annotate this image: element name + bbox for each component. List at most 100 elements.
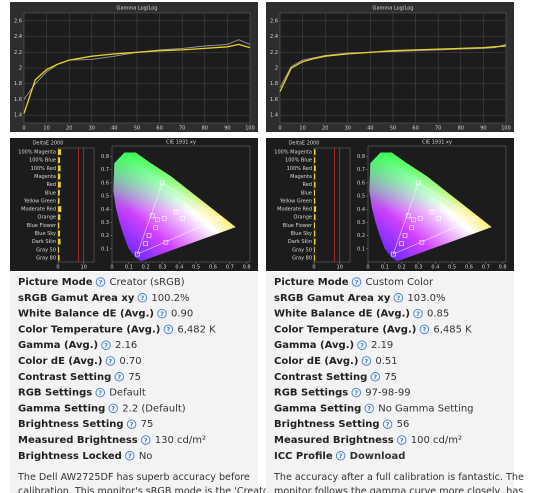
- help-icon[interactable]: [382, 419, 393, 429]
- help-icon[interactable]: [126, 419, 137, 429]
- cie-target: [155, 217, 160, 223]
- help-icon[interactable]: [141, 435, 151, 445]
- delta-label: Blue Flower: [283, 223, 313, 229]
- spec-value: 75: [128, 372, 141, 383]
- x-tick-label: 0.5: [448, 265, 456, 271]
- delta-bar: [314, 206, 317, 212]
- cie-target: [461, 216, 467, 221]
- y-tick-label: 0.2: [101, 233, 109, 239]
- help-icon[interactable]: [419, 324, 430, 335]
- y-tick-label: 2.4: [14, 34, 22, 40]
- spec-value: Default: [109, 388, 146, 399]
- srgb-triangle: [136, 182, 221, 255]
- y-tick-label: 0.8: [357, 154, 365, 160]
- spec-value: 0.85: [427, 309, 449, 320]
- y-tick-label: 1.6: [270, 97, 278, 103]
- help-icon-mark: ?: [140, 294, 144, 302]
- help-icon[interactable]: [364, 403, 375, 414]
- cie-target: [173, 209, 179, 215]
- x-tick-label: 50: [390, 126, 396, 132]
- spec-value: 100 cd/m²: [411, 435, 462, 446]
- delta-bar: [58, 198, 60, 204]
- help-icon[interactable]: [397, 435, 407, 445]
- y-tick-label: 2.2: [14, 50, 22, 56]
- delta-bar: [314, 222, 316, 229]
- spec-label: Gamma Setting: [18, 403, 105, 414]
- x-tick-label: 0: [366, 265, 369, 271]
- help-icon[interactable]: [95, 277, 106, 287]
- y-tick-label: 1.6: [14, 97, 22, 103]
- y-tick-label: 0.5: [101, 194, 109, 200]
- cie-target: [160, 180, 165, 186]
- spec-label: ICC Profile: [274, 451, 333, 462]
- help-icon[interactable]: [351, 387, 361, 398]
- y-tick-label: 0.3: [357, 220, 365, 226]
- help-icon-mark: ?: [365, 357, 369, 365]
- x-tick-label: 0: [22, 126, 25, 132]
- help-icon-mark: ?: [160, 310, 164, 318]
- y-tick-label: 2.4: [270, 34, 278, 40]
- delta-label: Blue Sky: [34, 231, 56, 237]
- delta-label: Orange: [294, 215, 312, 221]
- help-icon[interactable]: [114, 372, 125, 382]
- y-tick-label: 1.4: [14, 113, 22, 119]
- x-tick-label: 0.8: [499, 265, 507, 271]
- spec-value: 2.16: [115, 340, 137, 351]
- y-tick-label: 0.7: [357, 167, 365, 173]
- cie-target: [441, 205, 447, 211]
- spec-value: 100.2%: [151, 293, 189, 304]
- y-tick-label: 1.8: [270, 81, 278, 87]
- delta-title: DeltaE 2000: [33, 141, 64, 147]
- help-icon-mark: ?: [99, 278, 103, 286]
- help-icon[interactable]: [157, 308, 167, 319]
- help-icon[interactable]: [95, 387, 105, 398]
- help-icon[interactable]: [163, 324, 174, 335]
- delta-label: Magenta: [290, 174, 312, 180]
- x-tick-label: 0.2: [398, 265, 406, 271]
- cie-target: [473, 216, 479, 221]
- y-tick-label: 0.1: [357, 246, 365, 252]
- cie-horseshoe-green: [113, 152, 236, 262]
- x-tick-label: 0.7: [226, 265, 234, 271]
- cie-target: [390, 251, 396, 257]
- help-icon[interactable]: [351, 277, 362, 287]
- help-icon[interactable]: [335, 451, 346, 461]
- delta-label: Blue Flower: [27, 223, 57, 229]
- x-tick-label: 0.4: [431, 265, 439, 271]
- x-tick-label: 10: [337, 265, 343, 271]
- gamma-title: Gamma Log/Log: [117, 6, 158, 12]
- delta-plot-area: [313, 147, 351, 263]
- delta-bar: [58, 255, 60, 261]
- help-icon[interactable]: [357, 340, 367, 350]
- help-icon[interactable]: [137, 293, 148, 303]
- y-tick-label: 0.7: [101, 167, 109, 173]
- help-icon[interactable]: [370, 372, 381, 382]
- x-tick-label: 0.2: [142, 265, 150, 271]
- delta-bar: [58, 173, 61, 180]
- help-icon[interactable]: [101, 340, 111, 350]
- help-icon[interactable]: [125, 451, 135, 461]
- x-tick-label: 20: [322, 126, 328, 132]
- help-icon-mark: ?: [386, 421, 390, 429]
- x-tick-label: 0.7: [482, 265, 490, 271]
- help-icon[interactable]: [108, 403, 119, 414]
- cie-title: CIE 1931 xy: [166, 140, 196, 146]
- spec-value: 6,482 K: [177, 324, 216, 335]
- x-tick-label: 10: [299, 126, 305, 132]
- help-icon[interactable]: [105, 356, 116, 366]
- delta-plot-area: [57, 147, 95, 263]
- help-icon[interactable]: [361, 356, 372, 366]
- y-tick-label: 0.6: [101, 180, 109, 186]
- delta-bar: [58, 214, 61, 221]
- delta-label: Blue Sky: [290, 231, 312, 237]
- help-icon[interactable]: [393, 293, 404, 303]
- download-link[interactable]: Download: [350, 451, 406, 462]
- cie-target: [217, 216, 223, 221]
- delta-bar: [314, 165, 316, 172]
- y-tick-label: 1.4: [270, 113, 278, 119]
- help-icon[interactable]: [413, 308, 423, 319]
- delta-label: Yellow Green: [23, 198, 56, 204]
- cie-horseshoe-green: [369, 152, 492, 262]
- help-icon-mark: ?: [422, 326, 426, 334]
- y-tick-label: 2: [275, 66, 278, 72]
